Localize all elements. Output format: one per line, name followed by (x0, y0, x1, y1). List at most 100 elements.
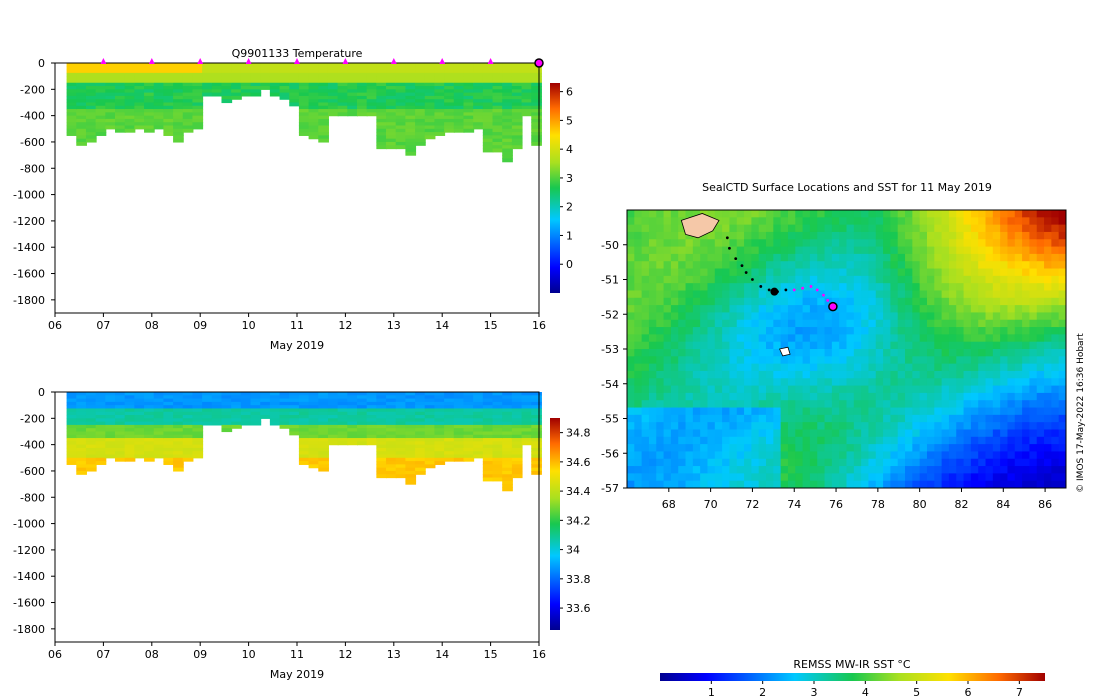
section-cell (376, 132, 388, 136)
section-cell (386, 95, 397, 100)
sst-cell (627, 319, 635, 328)
sst-cell (1029, 363, 1038, 372)
sst-cell (780, 261, 789, 270)
section-cell (357, 424, 368, 429)
sst-cell (1029, 473, 1038, 482)
sst-cell (685, 305, 694, 313)
section-cell (124, 451, 136, 456)
sst-cell (905, 400, 913, 409)
sst-cell (883, 466, 891, 474)
section-cell (124, 128, 136, 133)
section-cell (502, 424, 513, 429)
sst-cell (897, 385, 906, 394)
section-cell (85, 467, 97, 472)
section-cell (424, 392, 436, 396)
section-cell (492, 63, 504, 67)
sst-cell (897, 407, 906, 416)
track-point (759, 285, 763, 288)
sst-cell (831, 451, 840, 460)
section-cell (289, 411, 300, 416)
sst-cell (795, 341, 804, 350)
section-cell (163, 447, 175, 452)
section-cell (66, 125, 78, 130)
sst-cell (656, 305, 665, 313)
section-cell (453, 86, 465, 90)
section-cell (376, 408, 388, 413)
section-cell (250, 82, 262, 87)
section-cell (115, 109, 126, 113)
sst-cell (751, 429, 760, 438)
section-cell (531, 424, 542, 429)
sst-cell (758, 341, 767, 350)
sst-cell (817, 349, 826, 357)
sst-cell (934, 480, 943, 489)
section-cell (289, 395, 300, 400)
section-cell (318, 105, 329, 110)
sst-cell (1036, 378, 1045, 387)
sst-cell (1036, 458, 1045, 467)
sst-cell (729, 231, 738, 240)
section-cell (269, 82, 281, 87)
sst-cell (729, 224, 738, 233)
sst-cell (641, 370, 650, 379)
sst-cell (853, 327, 862, 335)
sst-cell (795, 480, 804, 489)
sst-cell (1036, 436, 1045, 445)
sst-cell (919, 246, 928, 255)
sst-cell (1029, 392, 1038, 401)
sst-cell (941, 253, 950, 262)
sst-cell (883, 363, 891, 372)
section-cell (405, 122, 417, 127)
section-cell (221, 405, 233, 410)
section-cell (163, 405, 175, 410)
sst-cell (956, 319, 965, 328)
sst-cell (641, 436, 650, 445)
sst-cell (627, 305, 635, 313)
section-cell (85, 122, 97, 127)
sst-cell (941, 275, 950, 284)
sst-cell (1022, 370, 1030, 379)
section-cell (395, 461, 407, 465)
sst-cell (839, 253, 847, 262)
section-cell (453, 411, 465, 416)
sst-cell (853, 305, 862, 313)
section-cell (95, 457, 107, 462)
section-cell (153, 112, 165, 117)
sst-cell (846, 334, 855, 343)
sst-cell (839, 363, 847, 372)
section-cell (173, 115, 184, 120)
sst-cell (824, 444, 833, 452)
section-cell (221, 69, 233, 74)
section-cell (192, 447, 204, 452)
sst-cell (817, 436, 826, 445)
section-cell (463, 434, 475, 439)
section-cell (366, 102, 378, 107)
section-cell (395, 138, 407, 143)
sst-cell (956, 231, 965, 240)
section-cell (115, 451, 126, 456)
sst-cell (802, 231, 811, 240)
sst-cell (853, 422, 862, 430)
sst-cell (1000, 305, 1008, 313)
section-cell (105, 418, 116, 423)
sst-cell (919, 370, 928, 379)
sst-cell (648, 363, 657, 372)
section-cell (424, 418, 436, 423)
section-cell (240, 418, 252, 423)
section-cell (318, 69, 329, 74)
sst-cell (1014, 407, 1023, 416)
section-cell (76, 105, 87, 110)
section-cell (231, 405, 242, 410)
sst-cell (1036, 210, 1045, 218)
sst-cell (897, 480, 906, 489)
sst-cell (875, 392, 884, 401)
sst-cell (1044, 297, 1052, 306)
section-cell (492, 69, 504, 74)
sst-cell (1044, 400, 1052, 409)
sst-cell (875, 466, 884, 474)
sst-cell (963, 261, 972, 270)
sst-cell (663, 327, 672, 335)
section-cell (395, 401, 407, 406)
section-cell (453, 438, 465, 442)
sst-cell (941, 231, 950, 240)
